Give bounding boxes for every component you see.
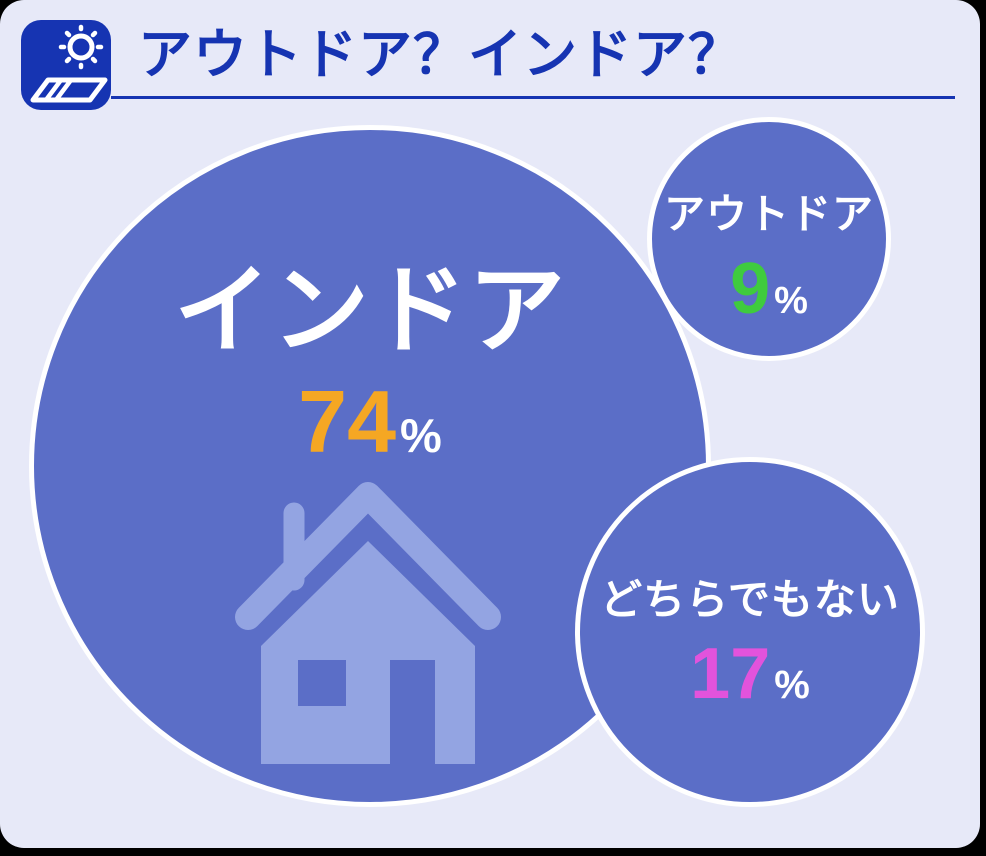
page-title: アウトドア？インドア？ (138, 25, 743, 85)
bubble-neither-value: 17 % (580, 638, 920, 710)
title-underline (111, 96, 955, 99)
sun-and-leisure-sheet-icon (30, 24, 108, 103)
bubble-neither: どちらでもない 17 % (575, 457, 925, 807)
bubble-outdoor-number: 9 (730, 249, 771, 329)
bubble-indoor-label: インドア (174, 256, 566, 365)
bubble-outdoor-label: アウトドア (664, 191, 874, 237)
header-icon-box (21, 20, 111, 110)
bubble-neither-number: 17 (690, 634, 771, 714)
house-icon (235, 482, 501, 764)
bubble-indoor-number: 74 (298, 372, 397, 471)
bubble-outdoor: アウトドア 9 % (647, 117, 891, 361)
bubble-neither-unit: % (774, 663, 810, 707)
house-window (298, 660, 346, 706)
bubble-outdoor-value: 9 % (652, 253, 886, 325)
bubble-neither-label: どちらでもない (600, 576, 900, 623)
bubble-indoor-unit: % (400, 409, 442, 462)
bubble-outdoor-unit: % (774, 280, 808, 322)
bubble-indoor-value: 74 % (34, 378, 706, 466)
house-door (390, 660, 435, 764)
